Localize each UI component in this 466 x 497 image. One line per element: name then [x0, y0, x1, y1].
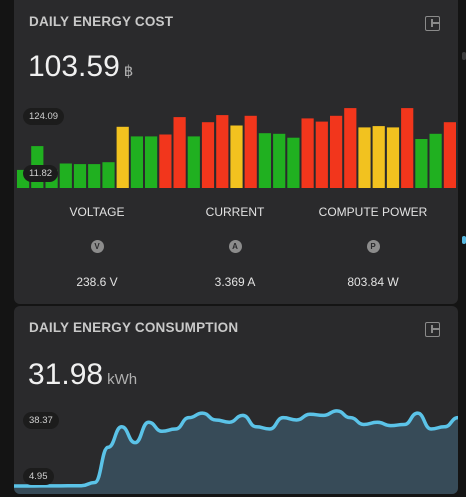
side-panel-edge [462, 52, 466, 60]
compute-power-value: 803.84 W [347, 275, 399, 289]
current-stat: CURRENT A 3.369 A [165, 205, 305, 289]
cost-max-label: 124.09 [23, 108, 65, 125]
cost-bar [201, 122, 215, 188]
consumption-line [14, 409, 458, 488]
cost-bar [102, 162, 115, 188]
energy-cost-number: 103.59 [28, 50, 120, 83]
cost-bar [216, 115, 229, 188]
energy-consumption-number: 31.98 [28, 358, 104, 391]
energy-consumption-area-chart [14, 409, 458, 494]
energy-consumption-title: DAILY ENERGY CONSUMPTION [29, 320, 239, 335]
cost-bar [130, 136, 143, 188]
current-label: CURRENT [205, 205, 265, 219]
cost-bar [145, 136, 158, 188]
cost-bar [386, 127, 400, 188]
energy-cost-value: 103.59 ฿ [28, 50, 133, 84]
energy-cost-unit: ฿ [123, 63, 134, 80]
compute-power-label: COMPUTE POWER [318, 205, 428, 219]
power-stats: VOLTAGE V 238.6 V CURRENT A 3.369 A COMP… [14, 205, 458, 295]
cost-bar [230, 125, 243, 188]
energy-cost-bar-chart [17, 108, 456, 188]
cost-bar [401, 108, 414, 188]
consumption-area-fill [14, 410, 458, 494]
cost-bar [116, 126, 129, 188]
cost-bar [429, 133, 442, 188]
voltage-label: VOLTAGE [69, 205, 125, 219]
cost-bar [159, 134, 172, 188]
cost-bar [244, 115, 257, 188]
voltage-icon: V [90, 240, 104, 253]
cost-bar [73, 164, 87, 188]
energy-consumption-card: DAILY ENERGY CONSUMPTION 31.98 kWh 38.37… [14, 306, 458, 494]
energy-consumption-unit: kWh [107, 371, 138, 388]
cost-bar [273, 133, 286, 188]
compute-power-icon: P [366, 240, 380, 253]
compute-power-stat: COMPUTE POWER P 803.84 W [303, 205, 443, 289]
energy-cost-title: DAILY ENERGY COST [29, 14, 174, 29]
cost-bar [187, 136, 200, 188]
cost-bar [415, 139, 428, 188]
side-panel-edge [462, 236, 466, 244]
cost-bar [330, 115, 343, 188]
voltage-value: 238.6 V [76, 275, 118, 289]
voltage-stat: VOLTAGE V 238.6 V [27, 205, 167, 289]
cost-bar [443, 122, 456, 188]
cost-bar [88, 164, 101, 188]
cost-bar [372, 126, 385, 188]
cost-bar [59, 163, 72, 188]
cost-bar [258, 133, 271, 188]
calculator-icon[interactable] [425, 322, 440, 337]
calculator-icon[interactable] [425, 16, 440, 31]
current-value: 3.369 A [214, 275, 256, 289]
energy-consumption-value: 31.98 kWh [28, 358, 137, 392]
energy-cost-card: DAILY ENERGY COST 103.59 ฿ 124.09 11.82 … [14, 0, 458, 304]
current-icon: A [228, 240, 242, 253]
cost-bar [173, 117, 186, 188]
cost-min-label: 11.82 [23, 165, 59, 182]
consumption-min-label: 4.95 [23, 468, 54, 485]
cost-bar [301, 118, 314, 188]
cost-bar [287, 137, 300, 188]
cost-bar [315, 121, 328, 188]
cost-bar [344, 108, 357, 188]
cost-bar [358, 127, 371, 188]
consumption-max-label: 38.37 [23, 412, 59, 429]
